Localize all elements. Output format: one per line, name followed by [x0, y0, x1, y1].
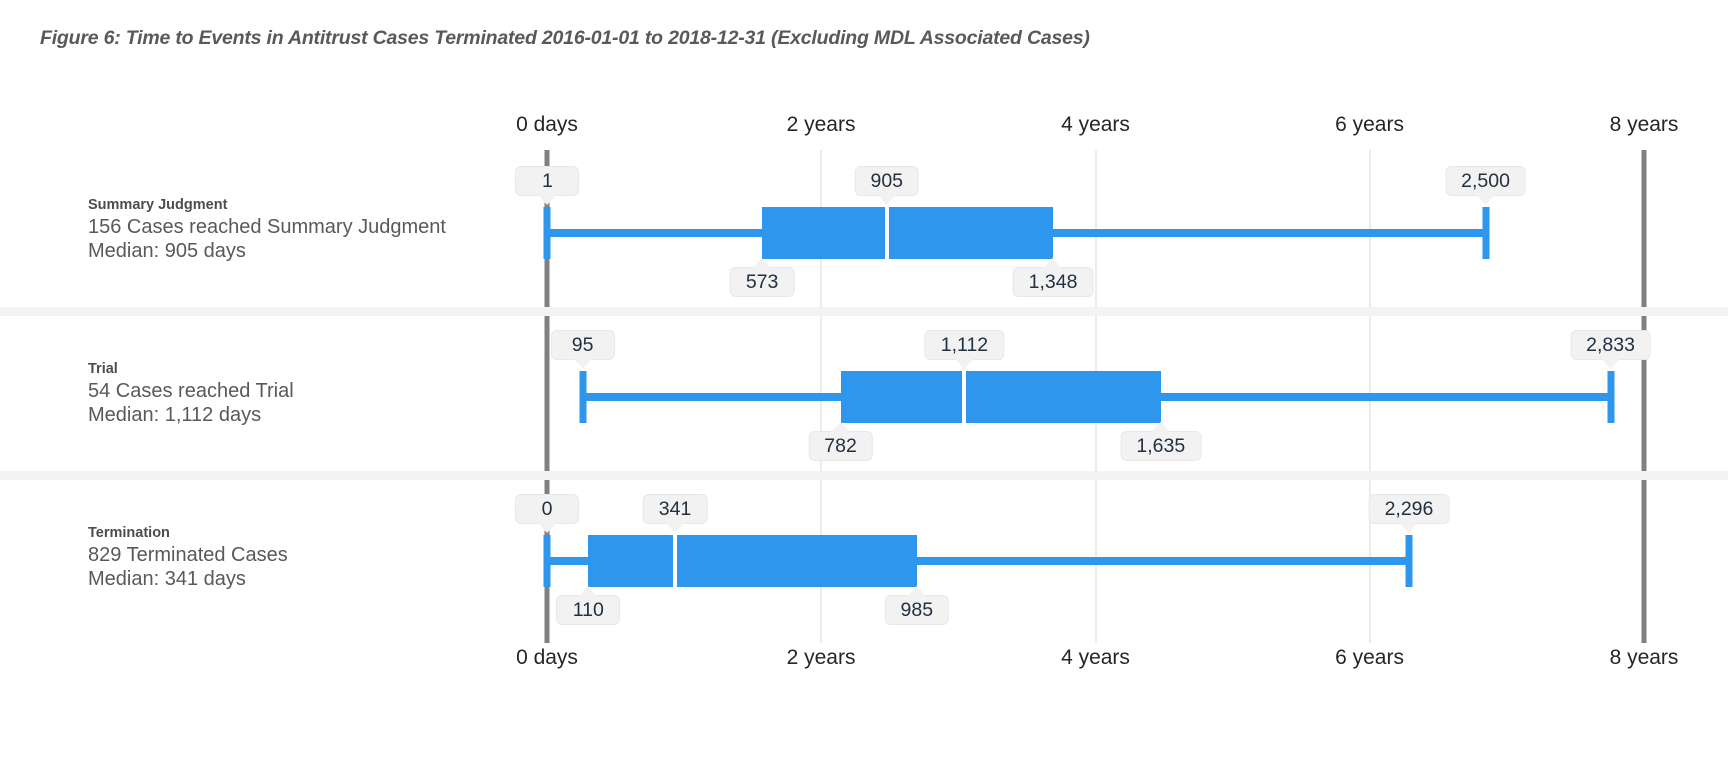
x-axis-label-top: 2 years	[786, 113, 856, 136]
q3-callout: 1,348	[1012, 267, 1094, 297]
boxplot-row-summary-judgment: 1 905 2,500 573 1,348	[515, 133, 1644, 333]
row-title: Trial	[88, 361, 118, 377]
row-label-trial: Trial 54 Cases reached Trial Median: 1,1…	[88, 360, 528, 427]
row-separator	[0, 471, 1728, 480]
median-callout: 341	[642, 494, 708, 524]
median-divider	[673, 535, 678, 587]
row-label-termination: Termination 829 Terminated Cases Median:…	[88, 524, 528, 591]
x-axis-label-bottom: 2 years	[786, 646, 856, 669]
q1-callout: 573	[729, 267, 795, 297]
median-divider	[962, 371, 967, 423]
max-callout: 2,500	[1445, 166, 1526, 196]
row-cases-count: 54 Cases reached Trial	[88, 380, 294, 402]
whisker-low	[582, 393, 841, 401]
whisker-high	[916, 557, 1409, 565]
whisker-high	[1053, 229, 1486, 237]
row-separator	[0, 307, 1728, 316]
median-divider	[884, 207, 889, 259]
whisker-high	[1160, 393, 1611, 401]
x-axis-label-top: 6 years	[1335, 113, 1404, 136]
q1-callout: 110	[556, 595, 621, 625]
row-title: Termination	[88, 525, 170, 541]
min-callout: 0	[515, 494, 579, 524]
q1-callout: 782	[808, 431, 873, 461]
whisker-low	[547, 229, 763, 237]
x-axis-label-bottom: 6 years	[1335, 646, 1404, 669]
max-cap	[1607, 371, 1615, 423]
min-cap	[579, 371, 587, 423]
row-median-text: Median: 905 days	[88, 240, 246, 262]
max-callout: 2,833	[1570, 330, 1651, 360]
max-cap	[1482, 207, 1490, 259]
x-axis-label-bottom: 4 years	[1061, 646, 1130, 669]
x-axis-label-bottom: 0 days	[516, 646, 578, 669]
row-cases-count: 156 Cases reached Summary Judgment	[88, 216, 446, 238]
boxplot-row-trial: 95 1,112 2,833 782 1,635	[547, 297, 1651, 497]
median-callout: 905	[854, 166, 920, 196]
row-median-text: Median: 1,112 days	[88, 404, 262, 426]
min-callout: 1	[515, 166, 580, 196]
axis-line-8-years	[1641, 150, 1647, 643]
figure-title: Figure 6: Time to Events in Antitrust Ca…	[40, 27, 1090, 49]
iqr-box	[762, 207, 1054, 259]
x-axis-label-top: 4 years	[1061, 113, 1130, 136]
min-cap	[543, 535, 551, 587]
min-cap	[543, 207, 551, 259]
row-cases-count: 829 Terminated Cases	[88, 544, 288, 566]
q3-callout: 1,635	[1120, 431, 1202, 461]
boxplot-row-termination: 0 341 2,296 110 985	[515, 461, 1644, 661]
max-callout: 2,296	[1368, 494, 1450, 524]
x-axis-label-top: 8 years	[1609, 113, 1679, 136]
x-axis-label-bottom: 8 years	[1609, 646, 1679, 669]
axis-line-0-days	[544, 150, 550, 643]
iqr-box	[588, 535, 917, 587]
median-callout: 1,112	[924, 330, 1005, 360]
x-axis-label-top: 0 days	[516, 113, 578, 136]
whisker-low	[547, 557, 589, 565]
plot-area: 0 days 2 years 4 years 6 years 8 years 0…	[516, 0, 1678, 774]
max-cap	[1405, 535, 1413, 587]
iqr-box	[840, 371, 1161, 423]
row-title: Summary Judgment	[88, 197, 228, 213]
q3-callout: 985	[884, 595, 950, 625]
min-callout: 95	[550, 330, 615, 360]
row-median-text: Median: 341 days	[88, 568, 246, 590]
row-label-summary-judgment: Summary Judgment 156 Cases reached Summa…	[88, 196, 528, 263]
